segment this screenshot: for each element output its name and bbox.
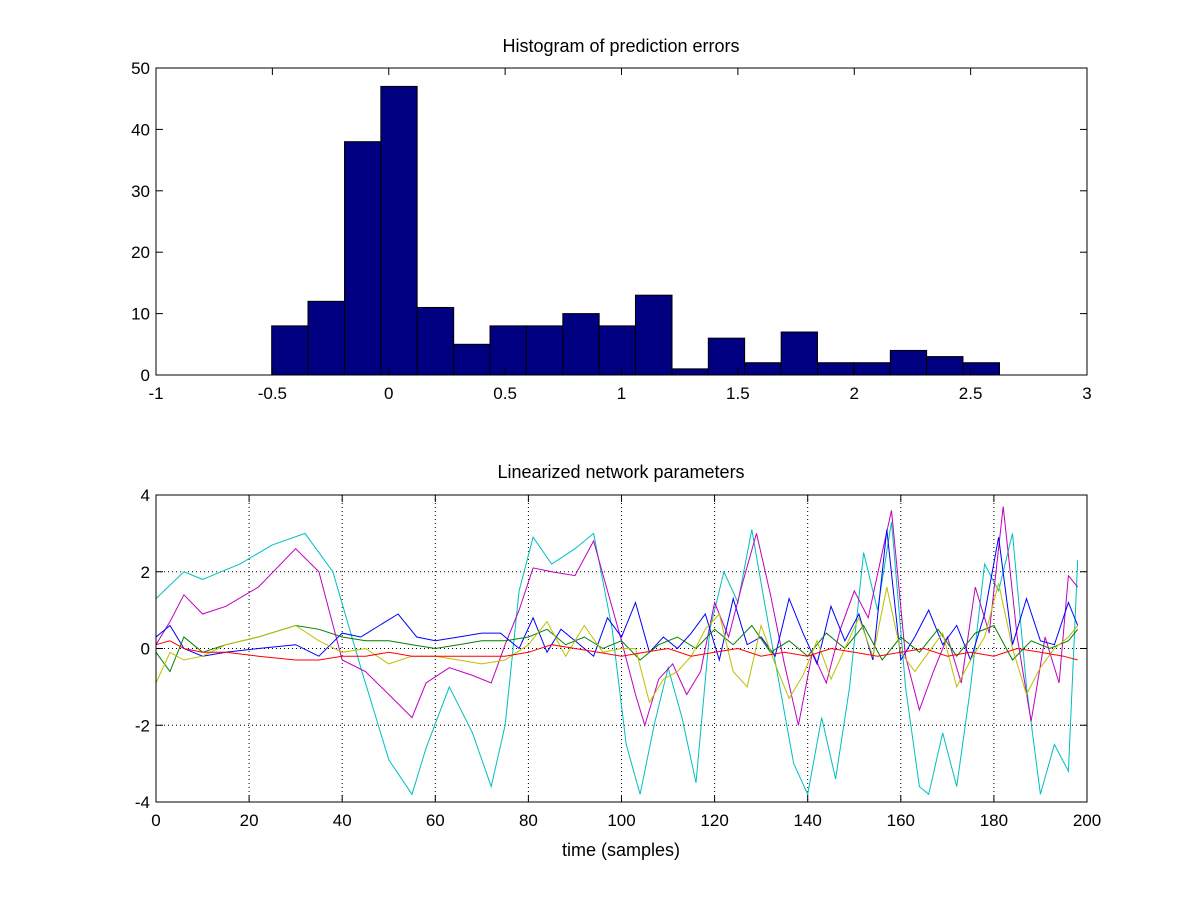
- histogram-ytick-label: 10: [131, 305, 150, 324]
- parameters-xtick-label: 120: [700, 811, 728, 830]
- histogram-bar: [562, 313, 600, 376]
- histogram-xtick-label: 3: [1082, 384, 1091, 403]
- parameters-xtick-label: 160: [887, 811, 915, 830]
- parameters-series: [155, 506, 1079, 796]
- histogram-bar: [344, 141, 382, 376]
- histogram-bar: [744, 362, 782, 376]
- parameters-series-line-6: [155, 640, 1078, 661]
- parameters-series-line-2: [155, 506, 1079, 728]
- parameters-xtick-label: 20: [240, 811, 259, 830]
- histogram-bar: [525, 325, 564, 376]
- parameters-series-line-5: [155, 583, 1079, 704]
- parameters-title: Linearized network parameters: [497, 462, 744, 482]
- histogram-bar: [962, 362, 1000, 376]
- parameters-ytick-label: -4: [135, 793, 150, 812]
- histogram-xtick-label: 0: [384, 384, 393, 403]
- histogram-bar: [853, 362, 891, 376]
- histogram-ytick-label: 0: [141, 366, 150, 385]
- parameters-ytick-label: 4: [141, 486, 150, 505]
- parameters-xtick-label: 40: [333, 811, 352, 830]
- parameters-xtick-label: 0: [151, 811, 160, 830]
- parameters-xtick-label: 180: [980, 811, 1008, 830]
- histogram-xtick-label: -1: [148, 384, 163, 403]
- histogram-bar: [307, 300, 346, 376]
- histogram-bar: [489, 325, 527, 376]
- histogram-xtick-label: -0.5: [258, 384, 287, 403]
- parameters-ytick-label: 2: [141, 563, 150, 582]
- parameters-panel: Linearized network parameters 0 20 40 60 80 1…: [135, 462, 1101, 860]
- histogram-bar: [889, 349, 928, 376]
- histogram-bar: [598, 325, 636, 376]
- histogram-xtick-label: 1.5: [726, 384, 750, 403]
- histogram-ytick-label: 50: [131, 59, 150, 78]
- histogram-xtick-label: 1: [617, 384, 626, 403]
- histogram-bar: [380, 85, 418, 376]
- histogram-bar: [634, 294, 673, 376]
- histogram-bar: [453, 343, 491, 376]
- histogram-bar: [926, 356, 964, 376]
- parameters-axes: 0 20 40 60 80 100 120 140 160 180 200 -4 -2 0 2 4: [135, 486, 1101, 830]
- histogram-bar: [707, 337, 746, 376]
- histogram-xtick-label: 2.5: [959, 384, 983, 403]
- histogram-title: Histogram of prediction errors: [502, 36, 739, 56]
- histogram-bar: [271, 325, 309, 376]
- parameters-xlabel: time (samples): [562, 840, 680, 860]
- parameters-ytick-label: 0: [141, 640, 150, 659]
- parameters-ytick-label: -2: [135, 716, 150, 735]
- parameters-xtick-label: 200: [1073, 811, 1101, 830]
- histogram-xtick-label: 0.5: [493, 384, 517, 403]
- histogram-ytick-label: 40: [131, 120, 150, 139]
- histogram-bar: [416, 306, 455, 376]
- parameters-xtick-label: 100: [607, 811, 635, 830]
- parameters-xtick-label: 80: [519, 811, 538, 830]
- parameters-xtick-label: 60: [426, 811, 445, 830]
- histogram-bar: [816, 362, 855, 376]
- histogram-panel: Histogram of prediction errors -1 -0.5 0 0.…: [131, 36, 1092, 403]
- histogram-bars: [271, 85, 1000, 376]
- histogram-bar: [780, 331, 818, 376]
- histogram-ytick-label: 20: [131, 243, 150, 262]
- parameters-xtick-label: 140: [794, 811, 822, 830]
- histogram-ytick-label: 30: [131, 182, 150, 201]
- histogram-bar: [671, 368, 709, 376]
- histogram-xtick-label: 2: [850, 384, 859, 403]
